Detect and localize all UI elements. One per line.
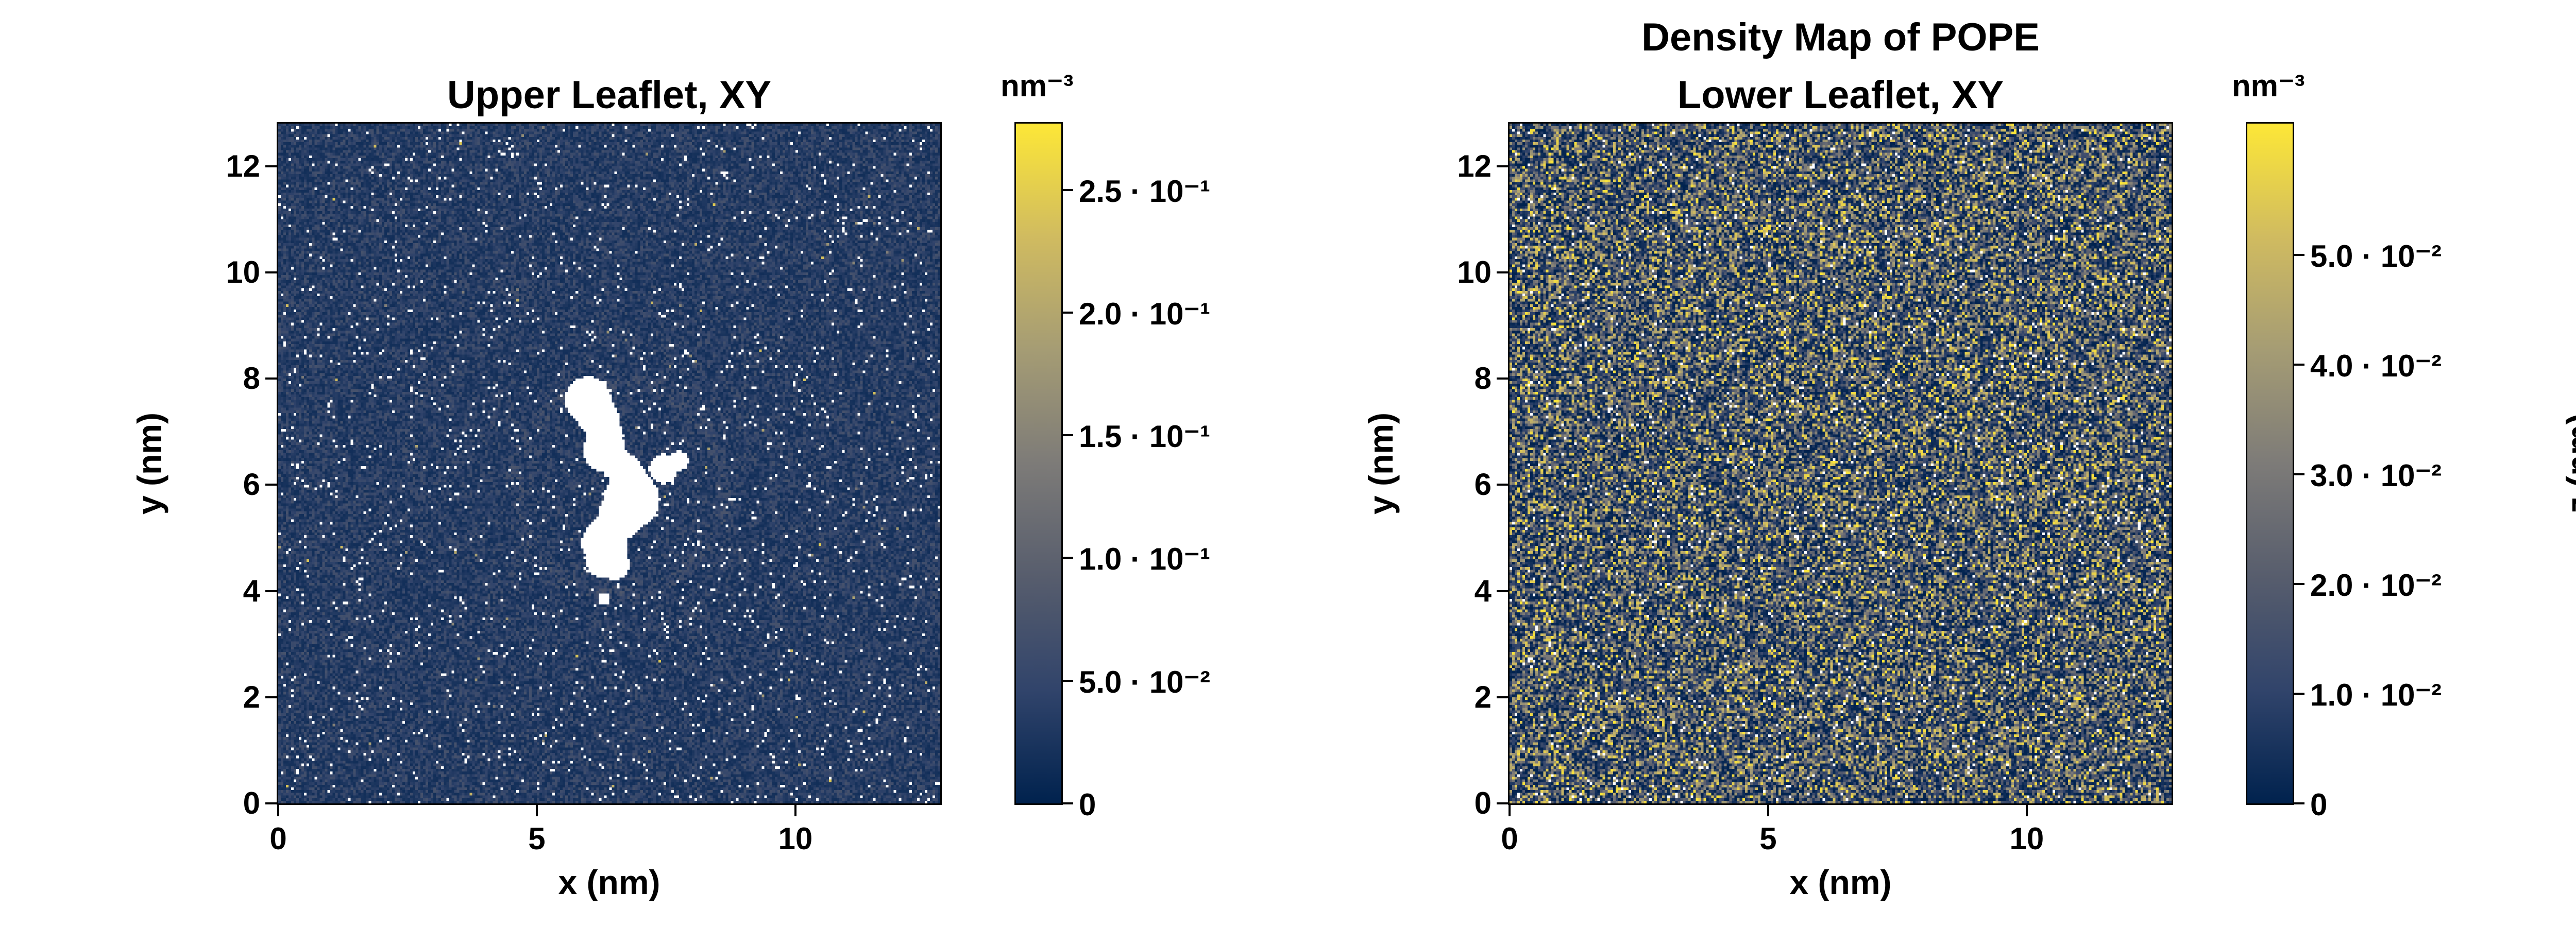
y-tick-label: 6: [1474, 467, 1492, 502]
y-tick-mark: [1497, 377, 1508, 380]
y-tick-label: 4: [1474, 573, 1492, 608]
x-tick-label: 0: [269, 821, 287, 856]
colorbar-tick-mark: [1063, 434, 1073, 437]
colorbar-tick-mark: [1063, 557, 1073, 559]
y-tick-label: 2: [243, 679, 260, 714]
x-tick-mark: [535, 805, 538, 816]
y-tick-mark: [1497, 165, 1508, 167]
y-tick-mark: [265, 377, 277, 380]
y-tick-label: 12: [1457, 148, 1492, 183]
colorbar-tick-label: 5.0 · 10⁻²: [1079, 664, 1211, 699]
x-tick-mark: [277, 805, 279, 816]
colorbar-tick-mark: [2294, 473, 2304, 476]
colorbar-unit-label: nm⁻³: [2232, 68, 2305, 103]
colorbar-tick-label: 4.0 · 10⁻²: [2310, 349, 2442, 384]
x-axis-label: x (nm): [1789, 863, 1892, 901]
y-tick-label: 0: [243, 786, 260, 820]
y-tick-mark: [265, 590, 277, 592]
y-tick-mark: [265, 802, 277, 804]
colorbar-unit-label: nm⁻³: [1001, 68, 1074, 103]
y-tick-mark: [265, 165, 277, 167]
colorbar: [2246, 122, 2294, 805]
heatmap-lower-leaflet-canvas: [1510, 124, 2172, 803]
colorbar-tick-mark: [2294, 583, 2304, 586]
y-tick-label: 12: [226, 148, 260, 183]
y-tick-mark: [1497, 802, 1508, 804]
y-tick-mark: [265, 696, 277, 698]
colorbar-tick-mark: [1063, 679, 1073, 682]
colorbar-tick-mark: [1063, 188, 1073, 191]
y-tick-mark: [265, 271, 277, 273]
heatmap-upper-leaflet-canvas: [278, 124, 940, 803]
x-tick-label: 10: [778, 821, 813, 856]
colorbar-tick-label: 0: [2310, 787, 2328, 822]
colorbar-tick-mark: [2294, 364, 2304, 366]
colorbar-tick-mark: [1063, 311, 1073, 314]
colorbar-tick-mark: [2294, 693, 2304, 695]
colorbar-tick-mark: [2294, 802, 2304, 804]
x-tick-mark: [794, 805, 796, 816]
colorbar-tick-mark: [1063, 802, 1073, 804]
y-tick-label: 2: [1474, 679, 1492, 714]
y-tick-mark: [1497, 590, 1508, 592]
colorbar-tick-label: 1.0 · 10⁻¹: [1079, 542, 1211, 577]
x-tick-mark: [1509, 805, 1511, 816]
panel-title: Upper Leaflet, XY: [447, 73, 772, 117]
colorbar-tick-label: 0: [1079, 787, 1096, 822]
y-tick-mark: [1497, 484, 1508, 486]
y-tick-label: 8: [1474, 361, 1492, 396]
panel-title: Lower Leaflet, XY: [1677, 73, 2004, 117]
x-tick-label: 10: [2009, 821, 2044, 856]
y-axis-label: y (nm): [1362, 413, 1400, 514]
x-tick-label: 0: [1501, 821, 1518, 856]
colorbar-tick-label: 1.0 · 10⁻²: [2310, 678, 2442, 713]
y-tick-label: 0: [1474, 786, 1492, 820]
x-tick-label: 5: [1759, 821, 1777, 856]
plot-area: [277, 122, 942, 805]
y-tick-mark: [1497, 271, 1508, 273]
colorbar-tick-label: 5.0 · 10⁻²: [2310, 239, 2442, 274]
x-tick-mark: [2025, 805, 2028, 816]
y-tick-label: 4: [243, 573, 260, 608]
y-tick-label: 10: [226, 254, 260, 289]
plot-area: [1508, 122, 2173, 805]
colorbar-tick-label: 2.5 · 10⁻¹: [1079, 174, 1211, 209]
colorbar-tick-label: 2.0 · 10⁻²: [2310, 568, 2442, 603]
figure-suptitle: Density Map of POPE: [1641, 15, 2040, 59]
colorbar-tick-label: 3.0 · 10⁻²: [2310, 458, 2442, 493]
y-tick-mark: [265, 484, 277, 486]
y-axis-label: z (nm): [2560, 413, 2576, 513]
x-tick-label: 5: [528, 821, 546, 856]
y-tick-mark: [1497, 696, 1508, 698]
colorbar-tick-label: 2.0 · 10⁻¹: [1079, 296, 1211, 331]
colorbar-tick-label: 1.5 · 10⁻¹: [1079, 419, 1211, 454]
colorbar-tick-mark: [2294, 254, 2304, 256]
y-tick-label: 6: [243, 467, 260, 502]
x-axis-label: x (nm): [558, 863, 660, 901]
y-axis-label: y (nm): [130, 413, 168, 514]
y-tick-label: 10: [1457, 254, 1492, 289]
y-tick-label: 8: [243, 361, 260, 396]
x-tick-mark: [1767, 805, 1769, 816]
colorbar: [1014, 122, 1063, 805]
